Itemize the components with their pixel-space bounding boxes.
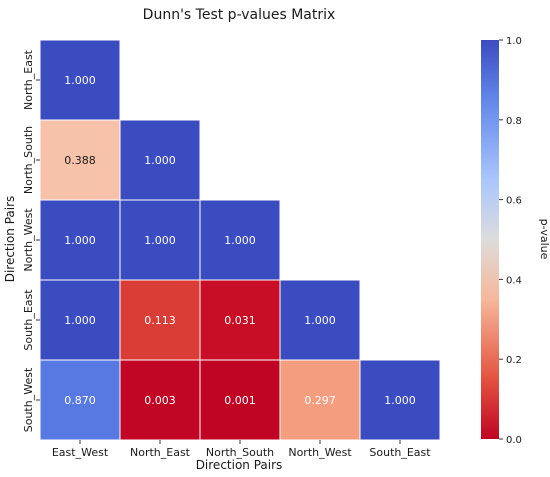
y-tick-label: North_West (22, 208, 35, 272)
x-tick-label: North_South (206, 446, 274, 459)
y-tick-label: South_East (22, 289, 35, 351)
heatmap-cells: 1.000 0.388 1.000 1.000 1.000 1.000 1.000 0.113… (39, 39, 441, 441)
x-axis-ticks: East_West North_East North_South North_West… (52, 440, 431, 459)
cell-value-label: 1.000 (64, 234, 96, 247)
y-axis-label: Direction Pairs (3, 196, 17, 283)
x-tick-label: South_East (369, 446, 431, 459)
cell-value-label: 0.870 (64, 394, 96, 407)
heatmap-cell (119, 199, 201, 281)
colorbar-tick-label: 0.8 (506, 116, 522, 127)
cell-value-label: 0.001 (224, 394, 256, 407)
heatmap-cell (119, 119, 201, 201)
y-tick-label: North_East (22, 49, 35, 110)
colorbar-tick-label: 0.2 (506, 355, 522, 366)
colorbar-tick-label: 1.0 (506, 36, 522, 47)
cell-value-label: 1.000 (64, 74, 96, 87)
colorbar-tick-label: 0.0 (506, 435, 522, 446)
cell-value-label: 0.297 (304, 394, 336, 407)
x-tick-label: North_West (288, 446, 352, 459)
heatmap-cell (279, 359, 361, 441)
heatmap-cell (39, 119, 121, 201)
colorbar (481, 40, 499, 439)
heatmap-cell (199, 359, 281, 441)
colorbar-tick-label: 0.4 (506, 275, 522, 286)
heatmap-cell (39, 39, 121, 121)
cell-value-label: 0.003 (144, 394, 176, 407)
cell-value-label: 1.000 (144, 154, 176, 167)
y-axis-ticks: North_East North_South North_West South_Eas… (22, 49, 40, 432)
heatmap-cell (39, 199, 121, 281)
chart-title: Dunn's Test p-values Matrix (143, 7, 336, 23)
y-tick-label: South_West (22, 367, 35, 432)
colorbar-ticks: 0.0 0.2 0.4 0.6 0.8 1.0 (499, 36, 522, 446)
y-tick-label: North_South (22, 126, 35, 194)
x-tick-label: North_East (130, 446, 191, 459)
cell-value-label: 1.000 (304, 314, 336, 327)
heatmap-cell (119, 359, 201, 441)
colorbar-tick-label: 0.6 (506, 196, 522, 207)
x-tick-label: East_West (52, 446, 109, 459)
x-axis-label: Direction Pairs (196, 458, 283, 472)
cell-value-label: 0.031 (224, 314, 256, 327)
cell-value-label: 1.000 (384, 394, 416, 407)
heatmap-cell (359, 359, 441, 441)
heatmap-cell (119, 279, 201, 361)
cell-value-label: 1.000 (224, 234, 256, 247)
heatmap-cell (199, 199, 281, 281)
cell-value-label: 0.113 (144, 314, 176, 327)
cell-value-label: 0.388 (64, 154, 96, 167)
heatmap-cell (279, 279, 361, 361)
colorbar-label: p-value (538, 219, 550, 260)
cell-value-label: 1.000 (64, 314, 96, 327)
cell-value-label: 1.000 (144, 234, 176, 247)
